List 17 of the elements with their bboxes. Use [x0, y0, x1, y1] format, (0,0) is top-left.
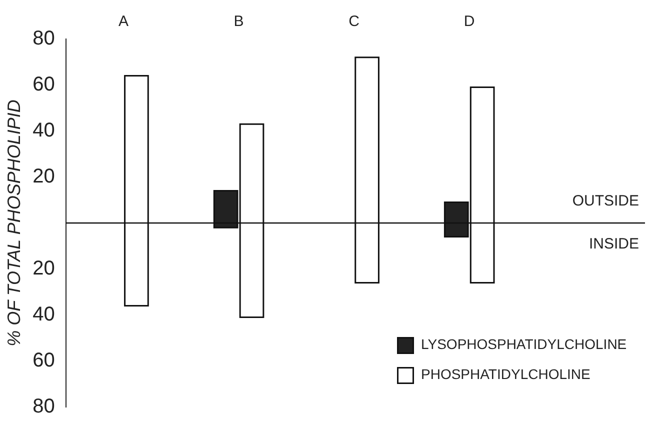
x-tick-label: C: [348, 13, 360, 30]
y-tick-label: 60: [32, 350, 55, 372]
y-tick-label: 80: [32, 28, 55, 50]
y-tick-label: 40: [32, 120, 55, 142]
x-tick-label: D: [464, 13, 475, 30]
x-tick-label: B: [234, 13, 244, 30]
y-tick-label: 20: [32, 166, 55, 188]
legend-label: PHOSPHATIDYLCHOLINE: [421, 366, 590, 382]
y-tick-label: 40: [32, 304, 55, 326]
y-tick-label: 80: [32, 396, 55, 418]
legend-label: LYSOPHOSPHATIDYLCHOLINE: [421, 336, 627, 352]
x-tick-label: A: [118, 13, 128, 30]
y-tick-label: 20: [32, 258, 55, 280]
text: INSIDE: [588, 236, 639, 253]
y-axis-title: % OF TOTAL PHOSPHOLIPID: [4, 100, 24, 346]
text: OUTSIDE: [572, 192, 639, 210]
y-tick-label: 60: [32, 74, 55, 96]
